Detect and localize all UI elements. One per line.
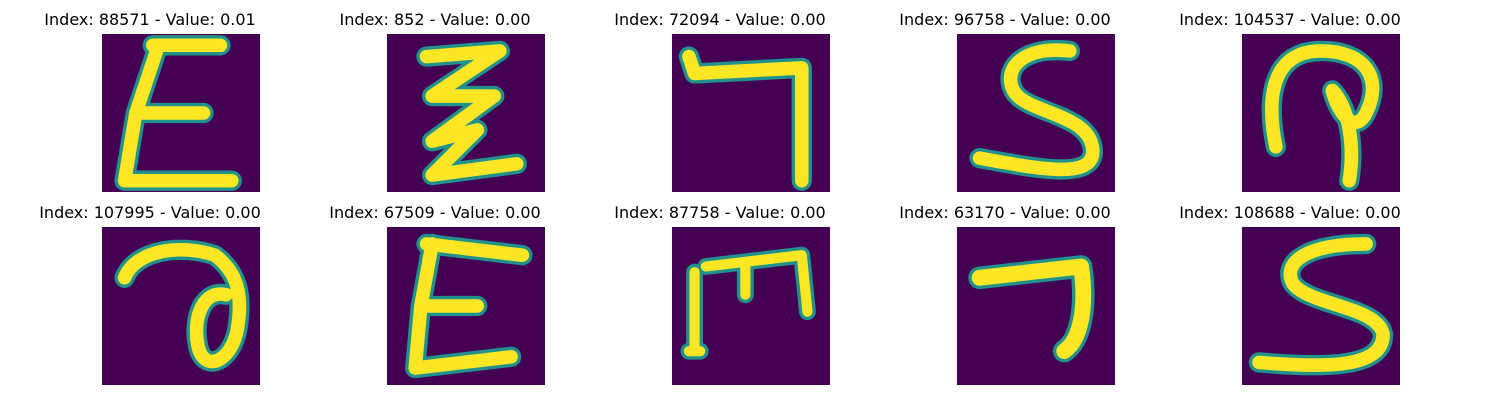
panel-6: Index: 107995 - Value: 0.00 [0, 193, 300, 385]
digit-image [1242, 227, 1400, 385]
panel-title: Index: 96758 - Value: 0.00 [899, 10, 1111, 29]
digit-image [387, 227, 545, 385]
panel-2: Index: 852 - Value: 0.00 [285, 0, 585, 192]
digit-image [957, 227, 1115, 385]
panel-title: Index: 108688 - Value: 0.00 [1179, 203, 1401, 222]
panel-8: Index: 87758 - Value: 0.00 [570, 193, 870, 385]
digit-glyph [680, 246, 816, 360]
panel-title: Index: 104537 - Value: 0.00 [1179, 10, 1401, 29]
panel-title: Index: 852 - Value: 0.00 [339, 10, 531, 29]
digit-glyph [1261, 40, 1383, 191]
digit-glyph [678, 46, 812, 191]
digit-image [102, 34, 260, 192]
panel-9: Index: 63170 - Value: 0.00 [855, 193, 1155, 385]
digit-image [102, 227, 260, 385]
digit-glyph [114, 35, 242, 191]
digit-image [957, 34, 1115, 192]
panel-title: Index: 88571 - Value: 0.01 [44, 10, 256, 29]
panel-title: Index: 63170 - Value: 0.00 [899, 203, 1111, 222]
digit-glyph [969, 39, 1103, 180]
digit-glyph [968, 255, 1095, 363]
digit-image [672, 34, 830, 192]
digit-image [387, 34, 545, 192]
digit-glyph [405, 233, 533, 379]
digit-image [672, 227, 830, 385]
panel-1: Index: 88571 - Value: 0.01 [0, 0, 300, 192]
digit-image [1242, 34, 1400, 192]
panel-4: Index: 96758 - Value: 0.00 [855, 0, 1155, 192]
panel-title: Index: 87758 - Value: 0.00 [614, 203, 826, 222]
digit-glyph [416, 40, 527, 186]
panel-3: Index: 72094 - Value: 0.00 [570, 0, 870, 192]
panel-title: Index: 107995 - Value: 0.00 [39, 203, 261, 222]
panel-7: Index: 67509 - Value: 0.00 [285, 193, 585, 385]
digit-glyph [1248, 233, 1394, 376]
panel-5: Index: 104537 - Value: 0.00 [1140, 0, 1440, 192]
panel-title: Index: 72094 - Value: 0.00 [614, 10, 826, 29]
digit-glyph [114, 239, 250, 372]
panel-title: Index: 67509 - Value: 0.00 [329, 203, 541, 222]
panel-10: Index: 108688 - Value: 0.00 [1140, 193, 1440, 385]
